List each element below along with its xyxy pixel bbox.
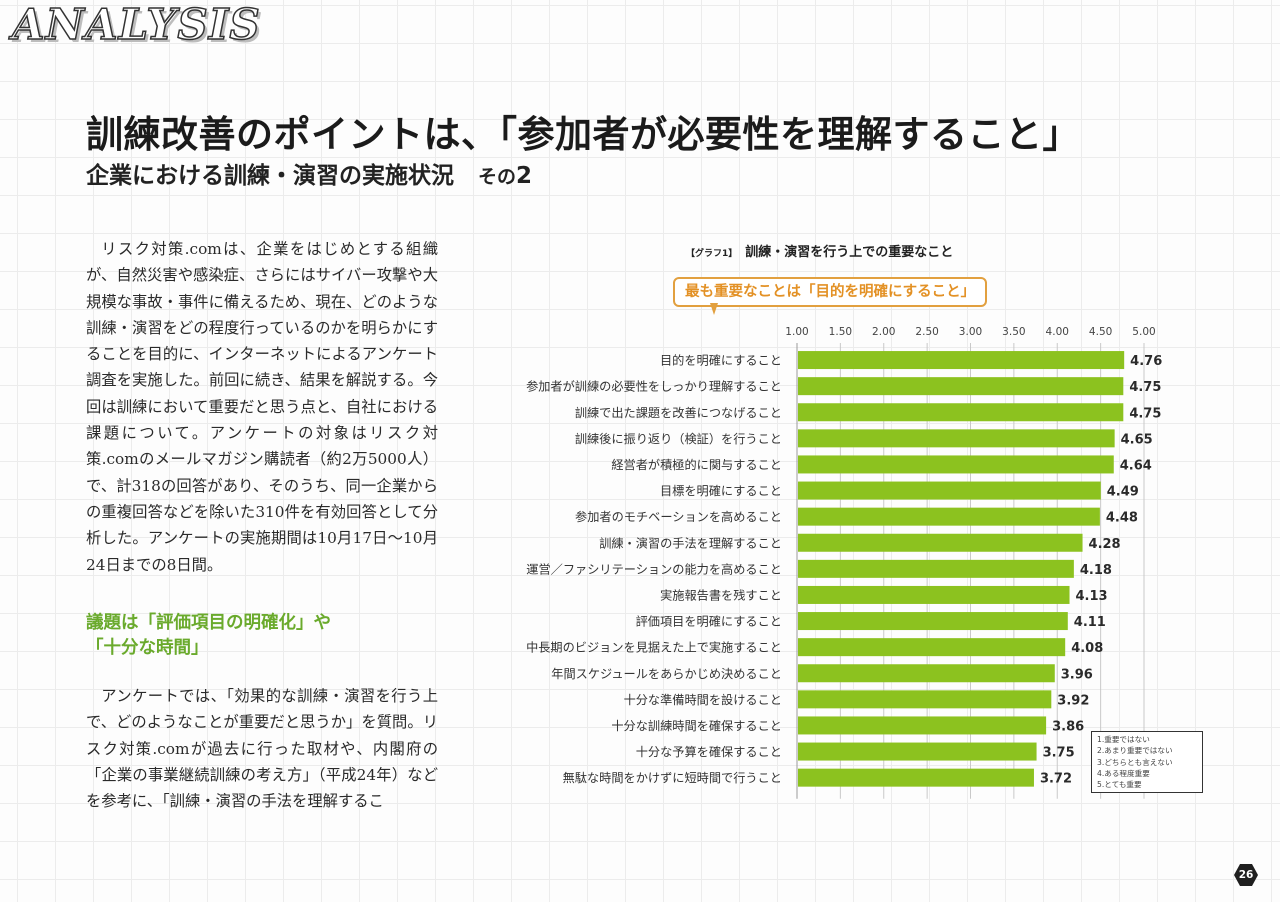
data-label: 4.75 [1129, 380, 1161, 395]
legend-entry: 2.あまり重要ではない [1097, 746, 1173, 756]
legend-entry: 3.どちらとも言えない [1097, 757, 1173, 767]
bar [798, 377, 1124, 396]
data-label: 4.76 [1130, 354, 1162, 369]
bar [798, 664, 1055, 683]
x-tick-label: 3.00 [959, 326, 982, 338]
bar [798, 507, 1100, 526]
category-label: 十分な訓練時間を確保すること [611, 718, 782, 733]
subhead-part: その2 [478, 163, 533, 189]
paragraph-2: アンケートでは、「効果的な訓練・演習を行う上で、どのようなことが重要だと思うか」… [86, 687, 438, 811]
bar [798, 403, 1124, 422]
data-label: 4.64 [1120, 458, 1152, 473]
graph-title-text: 訓練・演習を行う上での重要なこと [745, 245, 954, 260]
section-heading-line-1: 議題は「評価項目の明確化」や [86, 613, 331, 633]
subhead-part-number: 2 [516, 163, 533, 189]
bar-chart: 1.00 1.50 2.00 2.50 3.00 3.50 4.00 4.50 5.00 目的を明… [526, 326, 1162, 799]
legend-entry: 4.ある程度重要 [1097, 768, 1150, 778]
bar [798, 429, 1115, 448]
data-label: 3.96 [1061, 667, 1093, 682]
section-label: ANALYSIS [11, 0, 261, 49]
x-tick-label: 3.50 [1002, 326, 1025, 338]
bar [798, 742, 1037, 761]
data-label: 4.49 [1107, 485, 1139, 500]
category-label: 実施報告書を残すこと [660, 587, 782, 602]
paragraph-1: リスク対策.comは、企業をはじめとする組織が、自然災害や感染症、さらにはサイバ… [86, 240, 438, 574]
category-label: 十分な予算を確保すること [636, 744, 782, 759]
category-label: 訓練後に振り返り（検証）を行うこと [575, 431, 782, 446]
bar [798, 638, 1066, 657]
data-label: 4.08 [1071, 641, 1103, 656]
bar [798, 585, 1070, 604]
data-label: 3.92 [1057, 693, 1089, 708]
category-label: 十分な準備時間を設けること [624, 692, 782, 707]
category-label: 経営者が積極的に関与すること [611, 457, 782, 472]
x-tick-label: 5.00 [1132, 326, 1155, 338]
x-tick-label: 1.00 [785, 326, 808, 338]
category-label: 目標を明確にすること [660, 483, 782, 498]
category-label: 評価項目を明確にすること [636, 614, 782, 629]
body-text-1: リスク対策.comは、企業をはじめとする組織が、自然災害や感染症、さらにはサイバ… [86, 236, 438, 578]
x-tick-label: 1.50 [829, 326, 852, 338]
x-tick-label: 2.00 [872, 326, 895, 338]
bar [798, 768, 1034, 787]
page-number-badge: 26 [1234, 864, 1258, 886]
subhead: 企業における訓練・演習の実施状況 その2 [86, 156, 532, 190]
category-label: 無駄な時間をかけずに短時間で行うこと [563, 770, 782, 785]
legend-entry: 1.重要ではない [1097, 735, 1150, 744]
data-label: 4.11 [1074, 615, 1106, 630]
data-label: 4.13 [1076, 589, 1108, 604]
bar [798, 481, 1101, 500]
category-label: 参加者が訓練の必要性をしっかり理解すること [526, 379, 782, 394]
bar [798, 690, 1052, 709]
data-label: 4.48 [1106, 511, 1138, 526]
category-label: 訓練で出た課題を改善につなげること [575, 405, 782, 420]
data-label: 4.65 [1121, 432, 1153, 447]
subhead-part-prefix: その [478, 166, 517, 188]
category-label: 目的を明確にすること [660, 353, 782, 368]
section-heading: 議題は「評価項目の明確化」や 「十分な時間」 [86, 611, 331, 661]
data-label: 4.28 [1089, 537, 1121, 552]
headline: 訓練改善のポイントは、「参加者が必要性を理解すること」 [86, 113, 1080, 156]
graph-tag: 【グラフ1】 [686, 249, 738, 259]
category-label: 運営／ファシリテーションの能力を高めること [526, 561, 782, 576]
subhead-main: 企業における訓練・演習の実施状況 [86, 163, 454, 189]
data-label: 3.75 [1043, 746, 1075, 761]
category-label: 訓練・演習の手法を理解すること [599, 535, 782, 550]
body-text-2: アンケートでは、「効果的な訓練・演習を行う上で、どのようなことが重要だと思うか」… [86, 683, 438, 814]
bar [798, 716, 1047, 735]
section-heading-line-2: 「十分な時間」 [86, 638, 209, 658]
bar [798, 351, 1125, 370]
data-label: 4.18 [1080, 563, 1112, 578]
callout-tail [710, 303, 718, 315]
bar [798, 612, 1068, 631]
x-tick-label: 4.00 [1046, 326, 1069, 338]
x-tick-label: 2.50 [915, 326, 938, 338]
data-label: 3.86 [1052, 719, 1084, 734]
legend-entry: 5.とても重要 [1097, 780, 1142, 790]
x-tick-label: 4.50 [1089, 326, 1112, 338]
category-label: 年間スケジュールをあらかじめ決めること [551, 667, 782, 681]
category-label: 中長期のビジョンを見据えた上で実施すること [526, 640, 782, 655]
data-label: 3.72 [1040, 772, 1072, 787]
bar [798, 455, 1114, 474]
category-label: 参加者のモチベーションを高めること [575, 509, 782, 524]
callout-box: 最も重要なことは「目的を明確にすること」 [673, 277, 988, 307]
bar [798, 559, 1074, 578]
graph-title: 【グラフ1】 訓練・演習を行う上での重要なこと [686, 241, 953, 260]
data-label: 4.75 [1129, 406, 1161, 421]
chart-legend: 1.重要ではない 2.あまり重要ではない 3.どちらとも言えない 4.ある程度重… [1091, 731, 1203, 794]
bar [798, 533, 1083, 552]
